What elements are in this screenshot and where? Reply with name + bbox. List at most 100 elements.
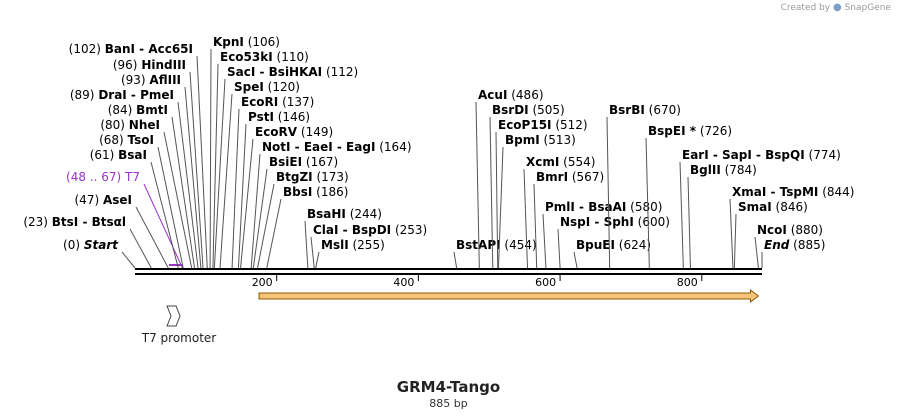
site-position: (567) [568,170,604,184]
site-label-start[interactable]: (0) Start [63,238,119,252]
t7-promoter-label: T7 promoter [141,331,217,345]
site-label-end[interactable]: End (885) [764,238,825,252]
site-position: (93) [121,73,149,87]
site-name: EcoP15I [498,118,552,132]
site-name: KpnI [213,35,244,49]
site-position: (244) [346,207,382,221]
site-label-bbsi[interactable]: BbsI (186) [283,185,348,199]
site-label-psti[interactable]: PstI (146) [248,110,310,124]
site-name: SacI - BsiHKAI [227,65,322,79]
site-label-ecorv[interactable]: EcoRV (149) [255,125,333,139]
site-label-bpuei[interactable]: BpuEI (624) [576,238,651,252]
site-name: BsiEI [269,155,302,169]
site-label-kpni[interactable]: KpnI (106) [213,35,280,49]
site-label-eari[interactable]: EarI - SapI - BspQI (774) [682,148,841,162]
site-position: (48 .. 67) [66,170,125,184]
site-position: (149) [297,125,333,139]
t7-promoter-arrow[interactable] [166,305,181,327]
site-name: SmaI [738,200,772,214]
site-name: BmrI [536,170,568,184]
site-leader-line [573,251,578,269]
site-label-smai[interactable]: SmaI (846) [738,200,808,214]
site-position: (89) [70,88,98,102]
site-name: DraI - PmeI [98,88,174,102]
site-label-saci[interactable]: SacI - BsiHKAI (112) [227,65,358,79]
site-name: Eco53kI [220,50,273,64]
site-position: (255) [349,238,385,252]
site-label-clai[interactable]: ClaI - BspDI (253) [313,223,427,237]
site-position: (513) [540,133,576,147]
site-position: (880) [787,223,823,237]
site-leader-line [729,198,734,269]
site-name: NcoI [757,223,787,237]
site-name: NspI - SphI [560,215,634,229]
site-label-bani[interactable]: (102) BanI - Acc65I [69,42,193,56]
site-name: AseI [103,193,132,207]
site-label-drai[interactable]: (89) DraI - PmeI [70,88,174,102]
site-name: PmlI - BsaAI [545,200,626,214]
site-label-ecop15i[interactable]: EcoP15I (512) [498,118,588,132]
site-label-nhei[interactable]: (80) NheI [100,118,160,132]
site-leader-line [453,251,458,269]
site-label-bsahi[interactable]: BsaHI (244) [307,207,382,221]
site-position: (102) [69,42,105,56]
site-label-pmli[interactable]: PmlI - BsaAI (580) [545,200,662,214]
site-name: BsrDI [492,103,529,117]
snapgene-product-text: SnapGene [844,3,891,13]
site-label-hindiii[interactable]: (96) HindIII [113,58,186,72]
site-leader-line [304,220,309,269]
site-position: (505) [529,103,565,117]
site-position: (146) [274,110,310,124]
site-name: EarI - SapI - BspQI [682,148,805,162]
site-label-bglii[interactable]: BglII (784) [690,163,757,177]
site-label-eco53ki[interactable]: Eco53kI (110) [220,50,309,64]
site-leader-line [209,48,212,269]
site-label-asei[interactable]: (47) AseI [75,193,133,207]
site-name: PstI [248,110,274,124]
orf-arrow[interactable] [258,289,760,303]
site-label-bsai[interactable]: (61) BsaI [90,148,147,162]
site-label-acui[interactable]: AcuI (486) [478,88,544,102]
site-position: (164) [375,140,411,154]
scale-tick-label: 400 [393,276,414,289]
site-position: (80) [100,118,128,132]
site-label-bpmi[interactable]: BpmI (513) [505,133,576,147]
site-label-aflii[interactable]: (93) AflIII [121,73,181,87]
site-label-nspi[interactable]: NspI - SphI (600) [560,215,670,229]
site-label-bsrdi[interactable]: BsrDI (505) [492,103,565,117]
site-label-btsi[interactable]: (23) BtsI - Btsαl [23,215,126,229]
site-leader-line [212,63,219,269]
site-name: BstAPI [456,238,501,252]
site-label-bsrbi[interactable]: BsrBI (670) [609,103,681,117]
site-label-ecori[interactable]: EcoRI (137) [241,95,314,109]
site-leader-line [157,146,184,269]
site-name: HindIII [141,58,186,72]
site-position: (844) [818,185,854,199]
site-label-bsiei[interactable]: BsiEI (167) [269,155,338,169]
site-label-tsoi[interactable]: (68) TsoI [99,133,154,147]
site-name: BpmI [505,133,540,147]
site-name: AcuI [478,88,507,102]
site-label-btgzi[interactable]: BtgZI (173) [276,170,349,184]
site-position: (110) [273,50,309,64]
site-label-bmri[interactable]: BmrI (567) [536,170,604,184]
site-label-xmai[interactable]: XmaI - TspMI (844) [732,185,854,199]
site-name: BsrBI [609,103,645,117]
site-position: (0) [63,238,84,252]
site-label-spei[interactable]: SpeI (120) [234,80,300,94]
site-label-ncoi[interactable]: NcoI (880) [757,223,823,237]
site-label-noti[interactable]: NotI - EaeI - EagI (164) [262,140,412,154]
site-label-bmti[interactable]: (84) BmtI [108,103,168,117]
site-label-msli[interactable]: MslI (255) [321,238,385,252]
site-label-bstapi[interactable]: BstAPI (454) [456,238,537,252]
site-label-xcmi[interactable]: XcmI (554) [526,155,595,169]
site-leader-line [213,78,226,269]
site-leader-line [315,251,320,269]
site-name: AflIII [149,73,181,87]
site-leader-line [733,213,737,269]
snapgene-branding: Created by ● SnapGene [781,2,891,13]
site-leader-line [250,153,261,269]
site-leader-line [129,228,152,269]
site-label-bspei[interactable]: BspEI * (726) [648,124,732,138]
site-label-t7[interactable]: (48 .. 67) T7 [66,170,140,184]
